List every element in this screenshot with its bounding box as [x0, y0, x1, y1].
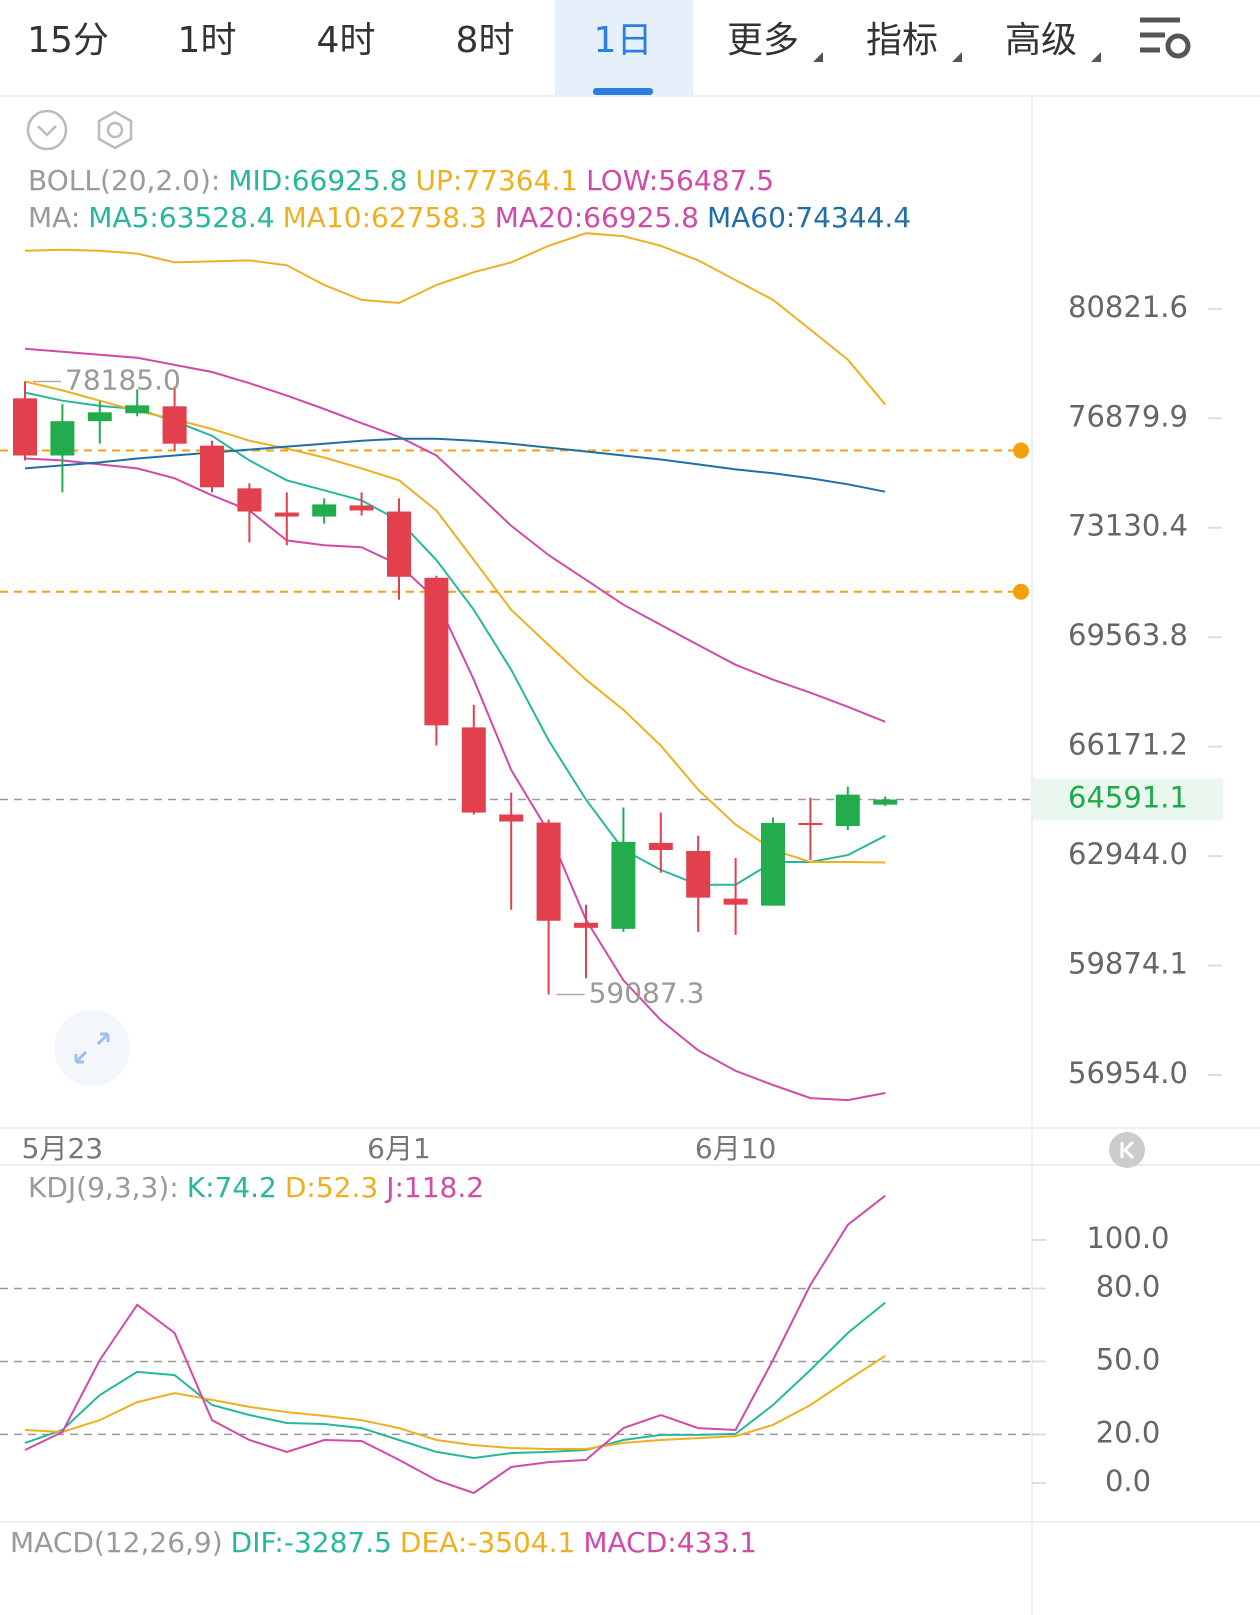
candle-body	[13, 398, 37, 456]
icon-chevron	[37, 125, 57, 137]
icon-gear	[1165, 33, 1191, 59]
tab-label[interactable]: 指标	[866, 20, 938, 61]
settings-icon[interactable]	[1140, 17, 1191, 59]
legend-item: D:52.3	[285, 1171, 378, 1204]
dropdown-caret	[952, 52, 962, 62]
icon-hexagon	[97, 110, 133, 150]
x-tick-label: 5月23	[22, 1132, 103, 1165]
y-tick-label: 56954.0	[1068, 1056, 1188, 1090]
y-tick-label: 76879.9	[1068, 399, 1188, 433]
candle-body	[387, 511, 411, 577]
candle-body	[200, 445, 224, 488]
candle-body	[461, 727, 486, 813]
legend-item: MA10:62758.3	[283, 201, 487, 234]
tab-label[interactable]: 8时	[456, 20, 515, 61]
legend-item: J:118.2	[384, 1171, 484, 1204]
y-tick-label: 66171.2	[1068, 728, 1188, 762]
x-tick-label: 6月1	[367, 1132, 431, 1165]
expand-button[interactable]	[54, 1010, 130, 1086]
kdj-line	[24, 1355, 886, 1450]
y-tick-label: 73130.4	[1068, 509, 1188, 543]
indicator-line	[24, 457, 886, 1102]
legend-item: MA20:66925.8	[495, 201, 699, 234]
legend-item: MA5:63528.4	[88, 201, 274, 234]
legend-item: KDJ(9,3,3):	[28, 1171, 179, 1204]
candle-body	[237, 488, 262, 512]
tab-label[interactable]: 15分	[27, 20, 109, 61]
collapse-button[interactable]	[26, 109, 68, 151]
legend-item: MA:	[28, 201, 80, 234]
tab-label[interactable]: 更多	[727, 20, 799, 61]
legend-item: MID:66925.8	[228, 164, 407, 197]
legend-item: DEA:-3504.1	[400, 1526, 575, 1559]
icon-dot	[106, 121, 124, 139]
legend-item: K:74.2	[187, 1171, 277, 1204]
candle-body	[611, 841, 636, 929]
indicator-line	[24, 437, 886, 493]
candle-body	[499, 814, 524, 822]
candle-body	[798, 822, 823, 825]
icon-arrows	[74, 1032, 110, 1064]
legend-item: UP:77364.1	[416, 164, 579, 197]
icon-arrow	[1120, 1140, 1135, 1160]
candle-body	[312, 504, 337, 517]
tab-label[interactable]: 高级	[1005, 20, 1077, 61]
tab-label[interactable]: 4时	[317, 20, 376, 61]
current-price-label: 64591.1	[1068, 781, 1188, 815]
legend-item: MA60:74344.4	[707, 201, 911, 234]
candle-body	[574, 922, 598, 928]
candle-body	[349, 505, 374, 511]
tab-label[interactable]: 1日	[594, 20, 653, 61]
legend-item: BOLL(20,2.0):	[28, 164, 220, 197]
icon-circle	[54, 1010, 130, 1086]
candle-body	[648, 842, 673, 850]
y-tick-label: 69563.8	[1068, 618, 1188, 652]
order-line-handle[interactable]	[1013, 583, 1029, 600]
icon-circle	[26, 109, 68, 151]
kdj-line	[24, 1301, 886, 1460]
y-tick-label: 50.0	[1096, 1342, 1161, 1376]
candle-body	[50, 421, 75, 456]
candle-body	[723, 898, 748, 905]
candle-body	[125, 405, 150, 414]
candle-body	[835, 794, 860, 826]
back-button[interactable]	[1109, 1132, 1145, 1168]
y-tick-label: 0.0	[1105, 1464, 1151, 1498]
candle-body	[873, 799, 898, 805]
dropdown-caret	[1091, 52, 1101, 62]
dropdown-caret	[813, 52, 823, 62]
candle-body	[536, 822, 561, 921]
current-price-badge	[1033, 778, 1223, 821]
extreme-label: 59087.3	[589, 976, 705, 1009]
order-line-handle[interactable]	[1013, 442, 1029, 459]
y-tick-label: 59874.1	[1068, 947, 1188, 981]
indicator-line	[24, 347, 886, 723]
candle-body	[424, 577, 449, 726]
extreme-label: 78185.0	[65, 363, 181, 396]
legend-item: MACD(12,26,9)	[10, 1526, 223, 1559]
legend-item: MACD:433.1	[583, 1526, 757, 1559]
y-tick-label: 100.0	[1086, 1221, 1169, 1255]
y-tick-label: 80.0	[1096, 1270, 1161, 1304]
candle-body	[274, 512, 299, 517]
candle-body	[686, 850, 711, 898]
tab-label[interactable]: 1时	[178, 20, 237, 61]
x-tick-label: 6月10	[695, 1132, 776, 1165]
legend-item: DIF:-3287.5	[231, 1526, 392, 1559]
y-tick-label: 62944.0	[1068, 837, 1188, 871]
tab-highlight	[555, 0, 693, 96]
indicator-line	[24, 232, 886, 406]
y-tick-label: 80821.6	[1068, 290, 1188, 324]
candle-body	[162, 406, 187, 444]
settings-button[interactable]	[97, 110, 133, 150]
tab-underline	[593, 88, 653, 95]
legend-item: LOW:56487.5	[586, 164, 774, 197]
candle-body	[87, 412, 112, 422]
y-tick-label: 20.0	[1096, 1415, 1161, 1449]
candle-body	[761, 822, 785, 906]
kdj-line	[24, 1194, 886, 1495]
